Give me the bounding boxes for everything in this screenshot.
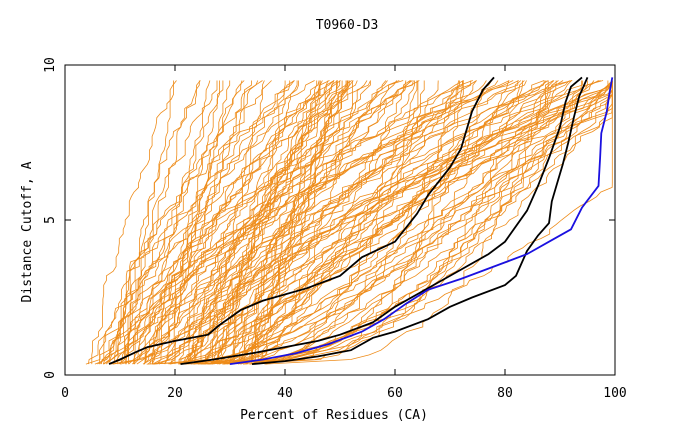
model-curve: [188, 80, 463, 365]
model-curve: [102, 80, 295, 365]
model-curve: [240, 80, 439, 365]
background-model-curves: [85, 80, 613, 365]
model-curve: [232, 80, 613, 365]
x-axis-label: Percent of Residues (CA): [240, 408, 428, 423]
highlight-model-curve: [108, 76, 495, 365]
model-curve: [256, 80, 463, 365]
chart-title: T0960-D3: [316, 18, 379, 33]
model-curve: [178, 80, 352, 365]
model-curve: [200, 80, 523, 365]
model-curve: [109, 80, 473, 365]
model-curve: [218, 80, 545, 365]
model-curve: [226, 80, 595, 365]
model-curve: [125, 80, 400, 365]
model-curve: [103, 80, 335, 365]
model-curve: [151, 80, 252, 365]
model-curve: [210, 80, 415, 365]
model-curve: [265, 80, 419, 365]
model-curve: [125, 80, 200, 365]
model-curve: [229, 80, 613, 365]
model-curve: [110, 80, 320, 365]
model-curve: [203, 80, 358, 365]
model-curve: [164, 80, 584, 365]
model-curve: [136, 80, 472, 365]
model-curve: [239, 80, 573, 365]
model-curve: [143, 80, 527, 365]
model-curve: [233, 80, 337, 365]
model-curve: [230, 80, 411, 365]
highlight-model-curves: [108, 76, 614, 365]
model-curve: [168, 80, 613, 365]
model-curve: [144, 80, 347, 365]
model-curve: [112, 80, 464, 365]
model-curve: [125, 80, 291, 365]
model-curve: [181, 80, 460, 365]
model-curve: [151, 80, 413, 365]
y-axis-ticks: 0 5 10: [43, 57, 615, 379]
model-curve: [103, 80, 224, 365]
model-curve: [211, 80, 547, 365]
model-curve: [239, 80, 599, 365]
x-tick-label: 20: [167, 386, 183, 401]
model-curve: [147, 80, 613, 365]
model-curve: [158, 80, 335, 365]
model-curve: [132, 80, 295, 365]
model-curve: [228, 80, 493, 365]
x-tick-label: 60: [387, 386, 403, 401]
y-axis-label: Distance Cutoff, A: [20, 161, 35, 302]
model-curve: [118, 80, 368, 365]
model-curve: [249, 80, 570, 365]
model-curve: [227, 80, 613, 365]
model-curve: [200, 80, 613, 365]
model-curve: [119, 80, 263, 365]
y-tick-label: 0: [43, 371, 58, 379]
highlight-model-curve: [180, 76, 583, 365]
model-curve: [246, 80, 341, 365]
selected-model-curve: [229, 77, 614, 365]
model-curve: [242, 80, 464, 365]
model-curve: [143, 80, 388, 365]
y-tick-label: 10: [43, 57, 58, 73]
model-curve: [99, 80, 510, 365]
model-curve: [185, 80, 299, 365]
model-curve: [99, 80, 259, 365]
model-curve: [209, 80, 613, 365]
model-curve: [152, 80, 349, 365]
model-curve: [223, 80, 613, 365]
x-tick-label: 80: [497, 386, 513, 401]
model-curve: [133, 80, 341, 365]
model-curve: [120, 80, 338, 365]
model-curve: [185, 80, 613, 365]
model-curve: [187, 80, 559, 365]
model-curve: [184, 80, 613, 365]
y-tick-label: 5: [43, 216, 58, 224]
model-curve: [180, 80, 407, 365]
model-curve: [105, 80, 315, 365]
model-curve: [217, 80, 613, 365]
highlight-model-curve: [251, 77, 589, 365]
model-curve: [246, 80, 404, 365]
model-curve: [91, 80, 174, 365]
model-curve: [252, 80, 353, 365]
x-axis-ticks: 0 20 40 60 80 100: [61, 65, 627, 401]
model-curve: [152, 80, 549, 365]
model-curve: [142, 80, 420, 365]
model-curve: [224, 80, 350, 365]
x-tick-label: 40: [277, 386, 293, 401]
x-tick-label: 0: [61, 386, 69, 401]
model-curve: [163, 80, 243, 365]
x-tick-label: 100: [603, 386, 626, 401]
model-curve: [88, 80, 245, 365]
model-curve: [230, 80, 338, 365]
model-curve: [169, 80, 613, 365]
